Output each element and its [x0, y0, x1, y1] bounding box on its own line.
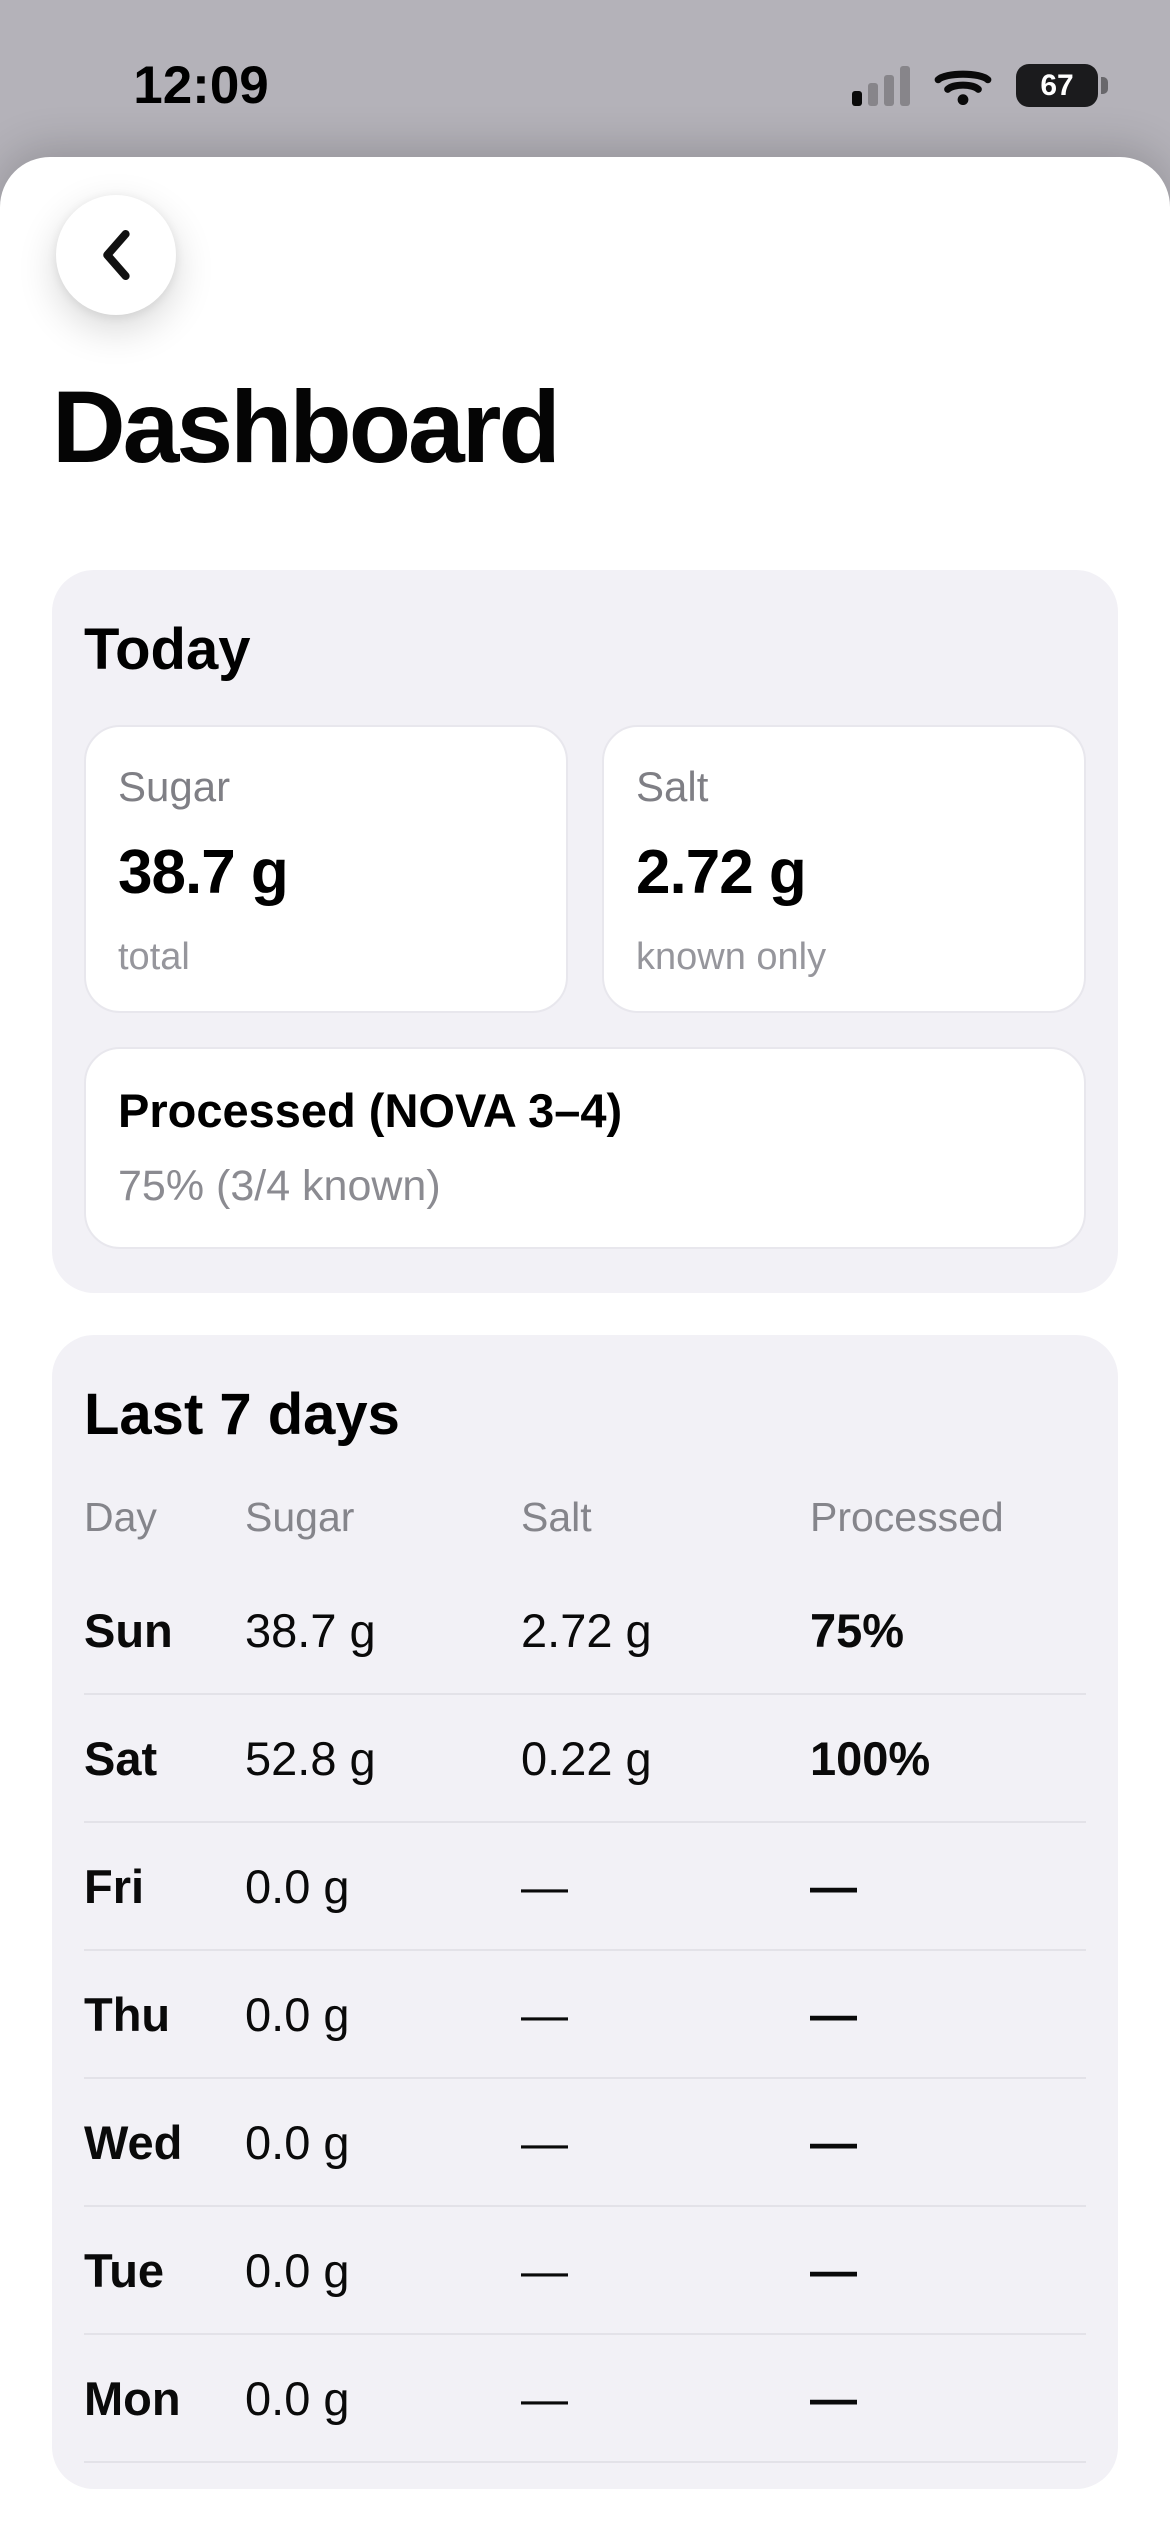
cell-day: Mon [84, 2371, 181, 2425]
sugar-caption: total [118, 936, 190, 978]
salt-value: 2.72 g [636, 838, 807, 907]
cell-processed: — [810, 2115, 857, 2169]
cell-processed: 100% [810, 1731, 931, 1785]
cell-sugar: 0.0 g [245, 2243, 350, 2297]
processed-value: 75% (3/4 known) [118, 1162, 441, 1210]
cell-day: Sat [84, 1731, 158, 1785]
week-card: Last 7 days Day Sugar Salt Processed Sun… [52, 1335, 1118, 2489]
col-header-day: Day [84, 1494, 157, 1540]
cell-sugar: 0.0 g [245, 2371, 350, 2425]
table-header-row: Day Sugar Salt Processed [84, 1494, 1086, 1567]
cell-processed: — [810, 1987, 857, 2041]
table-row: Mon 0.0 g — — [84, 2335, 1086, 2463]
table-row: Tue 0.0 g — — [84, 2207, 1086, 2335]
sugar-value: 38.7 g [118, 838, 289, 907]
cell-salt: — [521, 2115, 568, 2169]
col-header-sugar: Sugar [245, 1494, 355, 1540]
processed-label: Processed (NOVA 3–4) [118, 1084, 623, 1137]
table-row: Sat 52.8 g 0.22 g 100% [84, 1695, 1086, 1823]
col-header-salt: Salt [521, 1494, 592, 1540]
sheet: Dashboard Today Sugar 38.7 g total Salt … [0, 157, 1170, 2532]
cell-day: Tue [84, 2243, 165, 2297]
cell-salt: — [521, 1859, 568, 1913]
status-time: 12:09 [133, 56, 269, 115]
week-table: Day Sugar Salt Processed Sun 38.7 g 2.72… [84, 1494, 1086, 2463]
col-header-processed: Processed [810, 1494, 1004, 1540]
salt-label: Salt [636, 763, 709, 810]
cell-day: Sun [84, 1603, 173, 1657]
cell-sugar: 0.0 g [245, 1859, 350, 1913]
cell-salt: 0.22 g [521, 1731, 652, 1785]
salt-metric-card: Salt 2.72 g known only [602, 725, 1086, 1013]
table-row: Sun 38.7 g 2.72 g 75% [84, 1567, 1086, 1695]
table-row: Thu 0.0 g — — [84, 1951, 1086, 2079]
cell-salt: — [521, 2243, 568, 2297]
battery-icon: 67 [1016, 64, 1108, 107]
chevron-left-icon [103, 229, 130, 281]
sugar-metric-card: Sugar 38.7 g total [84, 725, 568, 1013]
week-card-title: Last 7 days [84, 1382, 400, 1447]
status-icons: 67 [852, 64, 1108, 107]
cell-sugar: 52.8 g [245, 1731, 376, 1785]
table-row: Fri 0.0 g — — [84, 1823, 1086, 1951]
cell-day: Wed [84, 2115, 183, 2169]
today-card-title: Today [84, 617, 251, 682]
today-card: Today Sugar 38.7 g total Salt 2.72 g kno… [52, 570, 1118, 1293]
cell-salt: 2.72 g [521, 1603, 652, 1657]
cell-processed: 75% [810, 1603, 905, 1657]
back-button[interactable] [56, 195, 176, 315]
cell-sugar: 38.7 g [245, 1603, 376, 1657]
cell-sugar: 0.0 g [245, 1987, 350, 2041]
cell-processed: — [810, 1859, 857, 1913]
cell-day: Fri [84, 1859, 145, 1913]
today-metrics: Sugar 38.7 g total Salt 2.72 g known onl… [84, 725, 1086, 1013]
sugar-label: Sugar [118, 763, 231, 810]
cell-processed: — [810, 2371, 857, 2425]
cell-day: Thu [84, 1987, 171, 2041]
salt-caption: known only [636, 936, 827, 978]
processed-card: Processed (NOVA 3–4) 75% (3/4 known) [84, 1047, 1086, 1249]
cell-salt: — [521, 1987, 568, 2041]
wifi-icon [934, 70, 992, 105]
cellular-signal-icon [852, 65, 910, 106]
cell-processed: — [810, 2243, 857, 2297]
battery-percent: 67 [1040, 68, 1074, 102]
table-row: Wed 0.0 g — — [84, 2079, 1086, 2207]
page-title: Dashboard [52, 370, 561, 484]
cell-sugar: 0.0 g [245, 2115, 350, 2169]
status-bar: 12:09 67 [0, 0, 1170, 157]
cell-salt: — [521, 2371, 568, 2425]
